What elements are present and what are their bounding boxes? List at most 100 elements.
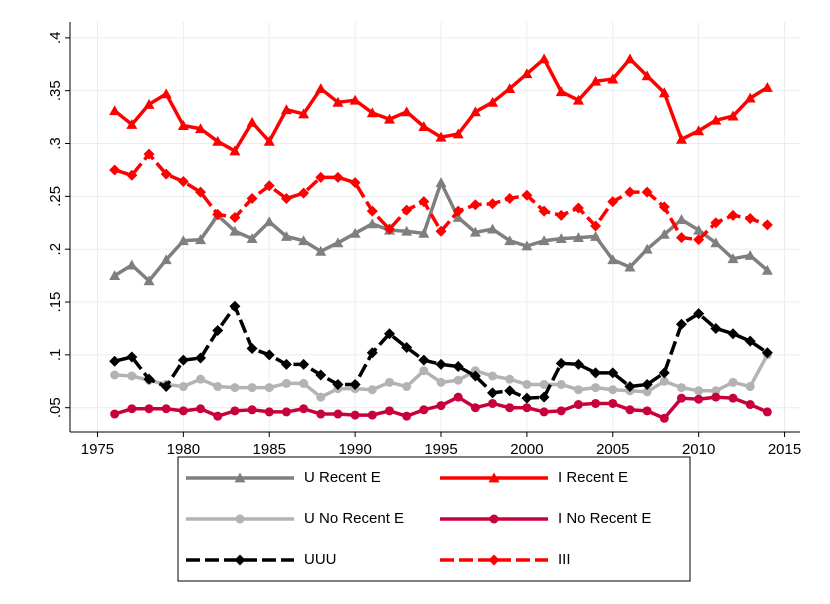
data-point xyxy=(126,259,138,270)
data-point xyxy=(744,213,756,225)
data-point xyxy=(658,201,670,213)
data-point xyxy=(316,392,326,402)
data-point xyxy=(744,250,756,260)
y-tick-label: .25 xyxy=(47,186,64,207)
data-point xyxy=(419,366,429,376)
data-point xyxy=(366,347,378,359)
data-point xyxy=(452,205,464,217)
data-point xyxy=(384,377,394,387)
data-point xyxy=(247,383,257,393)
data-point xyxy=(572,94,584,105)
legend-label: U No Recent E xyxy=(304,510,404,527)
data-point xyxy=(264,383,274,393)
data-point xyxy=(710,114,722,125)
data-point xyxy=(745,400,755,410)
data-point xyxy=(470,403,480,413)
data-point xyxy=(452,211,464,222)
data-point xyxy=(110,370,120,380)
data-point xyxy=(213,382,223,392)
data-point xyxy=(761,82,773,92)
legend-marker xyxy=(489,514,499,524)
data-point xyxy=(213,411,223,421)
data-point xyxy=(572,232,584,242)
data-point xyxy=(160,381,172,393)
data-point xyxy=(641,186,653,198)
data-point xyxy=(127,371,137,381)
data-point xyxy=(109,270,121,281)
data-point xyxy=(177,176,189,188)
data-point xyxy=(591,398,601,408)
data-point xyxy=(762,407,772,417)
data-point xyxy=(298,187,310,199)
data-point xyxy=(436,377,446,387)
data-point xyxy=(694,386,704,396)
data-point xyxy=(435,225,447,237)
legend-label: I No Recent E xyxy=(558,510,651,527)
data-point xyxy=(538,391,550,403)
data-point xyxy=(177,354,189,366)
data-point xyxy=(727,110,739,121)
data-point xyxy=(469,226,481,237)
data-point xyxy=(195,123,207,134)
data-point xyxy=(246,116,258,127)
data-point xyxy=(143,275,155,286)
data-point xyxy=(109,105,121,116)
legend-marker xyxy=(488,472,500,483)
data-point xyxy=(229,211,241,223)
data-point xyxy=(402,411,412,421)
data-point xyxy=(744,92,756,103)
x-tick-label: 1995 xyxy=(424,441,457,458)
legend-marker xyxy=(234,472,246,483)
data-point xyxy=(522,379,532,389)
data-point xyxy=(349,94,361,105)
data-point xyxy=(196,374,206,384)
data-point xyxy=(435,131,447,142)
data-point xyxy=(469,199,481,211)
data-point xyxy=(539,407,549,417)
data-point xyxy=(366,218,378,229)
data-point xyxy=(504,83,516,93)
data-point xyxy=(143,148,155,160)
data-point xyxy=(127,404,137,414)
data-point xyxy=(761,264,773,275)
data-point xyxy=(418,354,430,366)
data-point xyxy=(126,169,138,181)
data-point xyxy=(109,355,121,367)
data-point xyxy=(349,177,361,189)
y-tick-label: .05 xyxy=(47,397,64,418)
data-point xyxy=(469,106,481,117)
legend-label: III xyxy=(558,551,571,568)
data-point xyxy=(418,121,430,132)
data-point xyxy=(711,386,721,396)
data-point xyxy=(641,243,653,254)
data-point xyxy=(143,373,155,385)
data-point xyxy=(332,378,344,390)
data-point xyxy=(332,237,344,248)
data-point xyxy=(281,407,291,417)
data-point xyxy=(608,385,618,395)
data-point xyxy=(608,398,618,408)
data-point xyxy=(177,120,189,130)
data-point xyxy=(160,88,172,99)
data-point xyxy=(710,322,722,334)
data-point xyxy=(419,405,429,415)
data-point xyxy=(744,335,756,347)
data-point xyxy=(487,198,499,210)
data-point xyxy=(350,410,360,420)
data-point xyxy=(521,240,533,251)
data-point xyxy=(212,208,224,220)
data-point xyxy=(555,86,567,97)
data-point xyxy=(402,382,412,392)
data-point xyxy=(675,318,687,330)
data-point xyxy=(401,106,413,117)
data-point xyxy=(675,133,687,144)
data-point xyxy=(383,328,395,340)
data-point xyxy=(642,406,652,416)
data-point xyxy=(675,214,687,225)
data-point xyxy=(401,225,413,236)
data-point xyxy=(109,164,121,176)
legend-label: I Recent E xyxy=(558,469,628,486)
data-point xyxy=(196,404,206,414)
y-tick-label: .3 xyxy=(47,137,64,150)
